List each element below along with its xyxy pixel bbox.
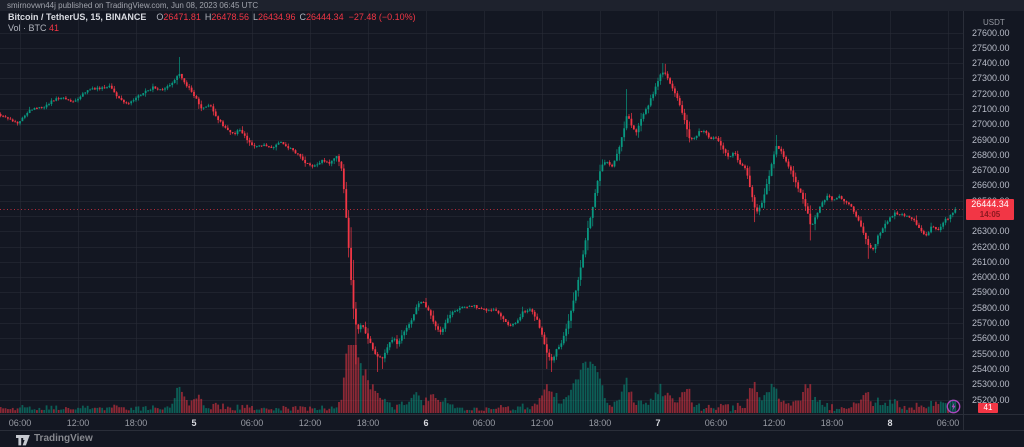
price-axis-label: 25800.00 <box>972 302 1010 313</box>
price-axis-label: 27500.00 <box>972 42 1010 53</box>
chart-area: Bitcoin / TetherUS, 15, BINANCE O26471.81… <box>0 11 1024 430</box>
time-axis-label: 06:00 <box>240 418 264 428</box>
price-axis-label: 27100.00 <box>972 103 1010 114</box>
price-axis-label: 27200.00 <box>972 88 1010 99</box>
last-price-badge: 26444.34 14:05 <box>966 198 1014 220</box>
time-axis-label: 18:00 <box>588 418 612 428</box>
bar-countdown: 14:05 <box>979 209 1001 219</box>
price-axis-label: 27000.00 <box>972 119 1010 130</box>
price-axis-label: 25600.00 <box>972 333 1010 344</box>
close-value: 26444.34 <box>306 12 344 22</box>
time-axis-day-label: 8 <box>887 418 893 428</box>
price-axis-label: 25300.00 <box>972 379 1010 390</box>
price-axis-label: 27600.00 <box>972 27 1010 38</box>
attribution-text: smirnovwn44j published on TradingView.co… <box>7 1 259 10</box>
low-label: L <box>252 12 258 22</box>
volume-label[interactable]: Vol · BTC <box>8 23 47 33</box>
price-axis-label: 25900.00 <box>972 287 1010 298</box>
time-axis-label: 06:00 <box>8 418 32 428</box>
time-axis-label: 12:00 <box>762 418 786 428</box>
flash-icon[interactable] <box>946 399 961 414</box>
price-axis-label: 26700.00 <box>972 165 1010 176</box>
time-axis-label: 12:00 <box>530 418 554 428</box>
footer-bar: TradingView <box>0 430 1024 447</box>
axis-separator-line <box>963 11 964 430</box>
time-axis[interactable]: 06:00 12:00 18:00 5 06:00 12:00 18:00 6 06:00 12:… <box>0 414 1024 430</box>
price-axis-label: 26200.00 <box>972 241 1010 252</box>
open-label: O <box>156 12 164 22</box>
high-value: 26478.56 <box>211 12 249 22</box>
price-axis-label: 25400.00 <box>972 363 1010 374</box>
time-axis-label: 06:00 <box>704 418 728 428</box>
symbol-title[interactable]: Bitcoin / TetherUS, 15, BINANCE <box>8 12 147 22</box>
price-axis-label: 26300.00 <box>972 226 1010 237</box>
volume-row: Vol · BTC 41 <box>8 23 416 34</box>
last-price-value: 26444.34 <box>971 198 1009 209</box>
price-axis-label: 26900.00 <box>972 134 1010 145</box>
price-axis-label: 27300.00 <box>972 73 1010 84</box>
price-axis-unit: USDT <box>983 18 1005 27</box>
volume-badge: 41 <box>978 403 998 413</box>
tradingview-logo-icon[interactable] <box>16 434 30 447</box>
time-axis-label: 18:00 <box>124 418 148 428</box>
price-axis-label: 25200.00 <box>972 394 1010 405</box>
time-axis-label: 12:00 <box>66 418 90 428</box>
high-label: H <box>204 12 212 22</box>
price-axis[interactable]: USDT 26444.34 14:05 41 27600.00 27500.00 2… <box>964 11 1024 414</box>
time-axis-label: 12:00 <box>298 418 322 428</box>
open-value: 26471.81 <box>163 12 201 22</box>
time-axis-label: 18:00 <box>820 418 844 428</box>
tradingview-brand[interactable]: TradingView <box>34 433 93 444</box>
price-axis-label: 27400.00 <box>972 58 1010 69</box>
time-axis-day-label: 7 <box>655 418 661 428</box>
price-axis-label: 26800.00 <box>972 149 1010 160</box>
price-axis-label: 25500.00 <box>972 348 1010 359</box>
time-axis-label: 06:00 <box>936 418 960 428</box>
low-value: 26434.96 <box>257 12 296 22</box>
time-axis-label: 18:00 <box>356 418 380 428</box>
price-axis-label: 26600.00 <box>972 180 1010 191</box>
price-axis-label: 26100.00 <box>972 256 1010 267</box>
attribution-bar: smirnovwn44j published on TradingView.co… <box>0 0 1024 11</box>
price-change: −27.48 (−0.10%) <box>348 12 416 22</box>
price-axis-label: 25700.00 <box>972 318 1010 329</box>
candlestick-chart-canvas[interactable] <box>0 11 963 414</box>
symbol-legend: Bitcoin / TetherUS, 15, BINANCE O26471.81… <box>8 12 416 34</box>
volume-value: 41 <box>49 23 60 33</box>
time-axis-label: 06:00 <box>472 418 496 428</box>
price-axis-label: 26000.00 <box>972 272 1010 283</box>
time-axis-day-label: 5 <box>191 418 197 428</box>
time-axis-day-label: 6 <box>423 418 429 428</box>
close-label: C <box>299 12 307 22</box>
symbol-ohlc-row: Bitcoin / TetherUS, 15, BINANCE O26471.81… <box>8 12 416 23</box>
